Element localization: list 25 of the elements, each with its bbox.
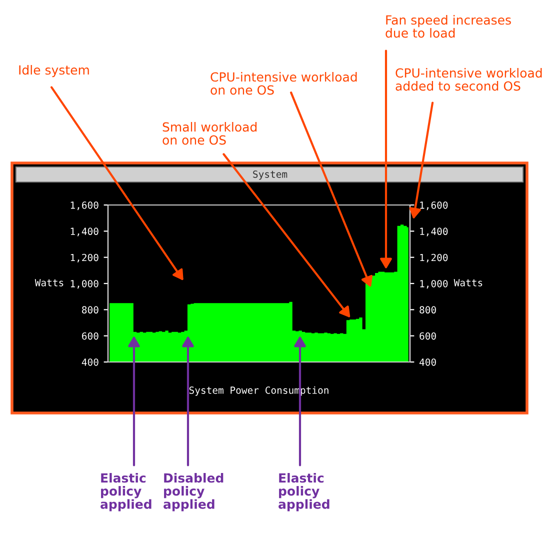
y-tick-label: 1,000 [70, 280, 98, 289]
y2-tick-label: 1,400 [420, 228, 448, 236]
y-tick-label: 1,600 [70, 202, 98, 210]
chart-title: System [253, 170, 288, 180]
y-tick-label: 1,400 [70, 228, 98, 236]
text: Small workload on one OS [162, 122, 257, 145]
y-tick-label: 1,200 [70, 254, 98, 262]
y2-tick-label: 400 [420, 358, 436, 366]
y-tick-label: 600 [82, 332, 98, 340]
y2-tick-label: 1,600 [420, 202, 448, 210]
text: Elastic policy applied [278, 473, 330, 512]
text: CPU-intensive workload on one OS [210, 72, 357, 95]
text: Idle system [19, 65, 89, 78]
y2-tick-label: 800 [420, 306, 436, 314]
y-tick-label: 400 [82, 358, 98, 366]
y2-axis-title: Watts [454, 279, 482, 286]
y-tick-label: 800 [82, 306, 98, 314]
y2-tick-label: 1,200 [420, 254, 448, 262]
text: CPU-intensive workload added to second OS [396, 68, 542, 91]
text: Disabled policy applied [164, 473, 224, 512]
text: Elastic policy applied [100, 473, 152, 512]
text: Fan speed increases due to load [386, 15, 511, 38]
y2-tick-label: 1,000 [420, 280, 448, 289]
y-axis-title: Watts [34, 279, 64, 286]
y2-tick-label: 600 [420, 332, 436, 340]
